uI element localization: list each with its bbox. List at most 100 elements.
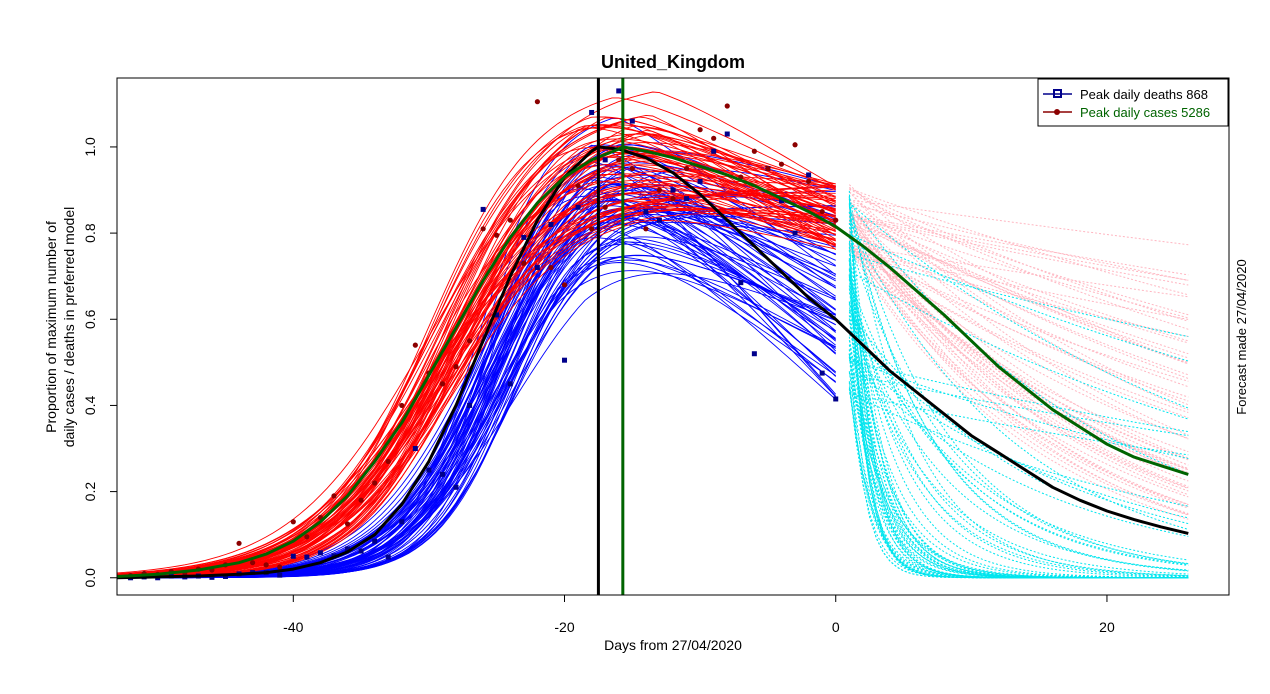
cases-forecast-curve — [848, 215, 1189, 482]
deaths-point — [589, 109, 595, 115]
cases-forecast-curve — [848, 249, 1189, 453]
x-tick-label: 0 — [832, 619, 840, 635]
cases-point — [629, 165, 635, 172]
cases-point — [290, 519, 296, 525]
ensemble-curves — [117, 91, 1189, 579]
cases-forecast-curve — [849, 222, 1189, 344]
cases-fit-curve — [117, 129, 836, 577]
cases-point — [480, 226, 486, 232]
best-fit-curves — [117, 145, 1189, 580]
deaths-point — [819, 370, 825, 376]
deaths-point — [548, 221, 554, 227]
cases-point — [331, 493, 337, 499]
cases-forecast-curve — [849, 202, 1189, 365]
deaths-forecast-curve — [849, 360, 1189, 433]
cases-point — [263, 562, 269, 568]
legend-box — [1037, 78, 1229, 127]
deaths-forecast-curve — [848, 246, 1189, 579]
cases-point — [575, 183, 581, 189]
deaths-point — [507, 381, 513, 387]
deaths-point — [399, 519, 405, 525]
cases-fit-curve — [117, 127, 836, 576]
deaths-forecast-curve — [848, 276, 1189, 576]
plot-frame — [116, 77, 1230, 596]
cases-point — [792, 142, 798, 148]
deaths-forecast-curve — [848, 309, 1189, 561]
x-tick-label: -40 — [283, 619, 303, 635]
deaths-forecast-curve — [848, 301, 1189, 571]
deaths-point — [562, 357, 568, 363]
deaths-forecast-curve — [848, 334, 1189, 525]
cases-fit-curve — [117, 190, 836, 577]
deaths-point — [304, 554, 310, 560]
cases-point — [616, 157, 622, 163]
deaths-forecast-curve — [849, 373, 1189, 437]
cases-forecast-curve — [848, 229, 1189, 515]
cases-point — [643, 226, 649, 232]
legend: Peak daily deaths 868 Peak daily cases 5… — [1037, 78, 1229, 127]
x-tick-label: -20 — [554, 619, 574, 635]
cases-forecast-curve — [849, 249, 1189, 320]
deaths-point — [439, 471, 445, 477]
deaths-point — [209, 574, 215, 580]
deaths-forecast-curve — [848, 258, 1189, 579]
cases-point — [250, 560, 256, 566]
cases-forecast-curve — [849, 191, 1189, 330]
cases-fit-curve — [117, 152, 836, 578]
cases-forecast-curve — [849, 213, 1189, 319]
cases-point — [656, 187, 663, 193]
deaths-point — [602, 157, 608, 163]
deaths-point — [711, 148, 717, 154]
legend-cases-label: Peak daily cases 5286 — [1080, 105, 1210, 120]
cases-forecast-curve — [848, 222, 1189, 489]
cases-fit-curve — [117, 185, 836, 578]
deaths-point — [778, 198, 784, 204]
deaths-point — [534, 265, 540, 271]
deaths-point — [656, 217, 662, 223]
deaths-point — [277, 572, 283, 578]
cases-point — [412, 342, 418, 348]
cases-point — [711, 135, 717, 141]
deaths-point — [412, 446, 418, 452]
deaths-point — [345, 546, 351, 552]
cases-point — [453, 364, 459, 370]
deaths-point — [833, 396, 839, 402]
deaths-fit-curve — [117, 144, 836, 579]
cases-point — [697, 127, 703, 133]
cases-forecast-curve — [849, 199, 1189, 246]
deaths-forecast-curve — [848, 270, 1189, 577]
cases-point — [507, 217, 513, 223]
deaths-forecast-curve — [848, 381, 1189, 579]
deaths-point — [494, 312, 500, 318]
cases-best-fit-line — [117, 145, 1189, 578]
cases-point — [833, 217, 839, 223]
cases-forecast-curve — [849, 199, 1189, 316]
cases-forecast-curve — [849, 246, 1189, 419]
deaths-point — [616, 88, 622, 94]
cases-point — [534, 99, 540, 105]
cases-point — [683, 165, 690, 172]
y-tick-label: 0.4 — [82, 395, 98, 415]
cases-forecast-curve — [848, 220, 1189, 492]
deaths-forecast-curve — [848, 268, 1189, 579]
cases-fit-curve — [117, 125, 836, 578]
y-axis: 0.0 0.2 0.4 0.6 0.8 1.0 — [82, 137, 117, 588]
x-tick-label: 20 — [1099, 619, 1115, 635]
cases-point — [494, 232, 500, 238]
deaths-forecast-curve — [848, 197, 1189, 579]
y-tick-label: 0.6 — [82, 309, 98, 329]
deaths-forecast-curve — [849, 391, 1189, 507]
deaths-point — [358, 548, 364, 554]
cases-fit-curve — [117, 91, 836, 577]
deaths-forecast-curve — [849, 393, 1189, 456]
cases-forecast-curve — [849, 217, 1189, 286]
deaths-point — [792, 230, 798, 236]
deaths-fit-curve — [117, 188, 836, 579]
cases-fit-curve — [117, 132, 836, 574]
cases-point — [304, 534, 310, 540]
deaths-forecast-curve — [849, 358, 1189, 459]
cases-forecast-curve — [848, 244, 1189, 471]
cases-forecast-curve — [848, 231, 1189, 509]
deaths-fit-curve — [117, 166, 836, 578]
cases-forecast-curve — [849, 188, 1189, 322]
